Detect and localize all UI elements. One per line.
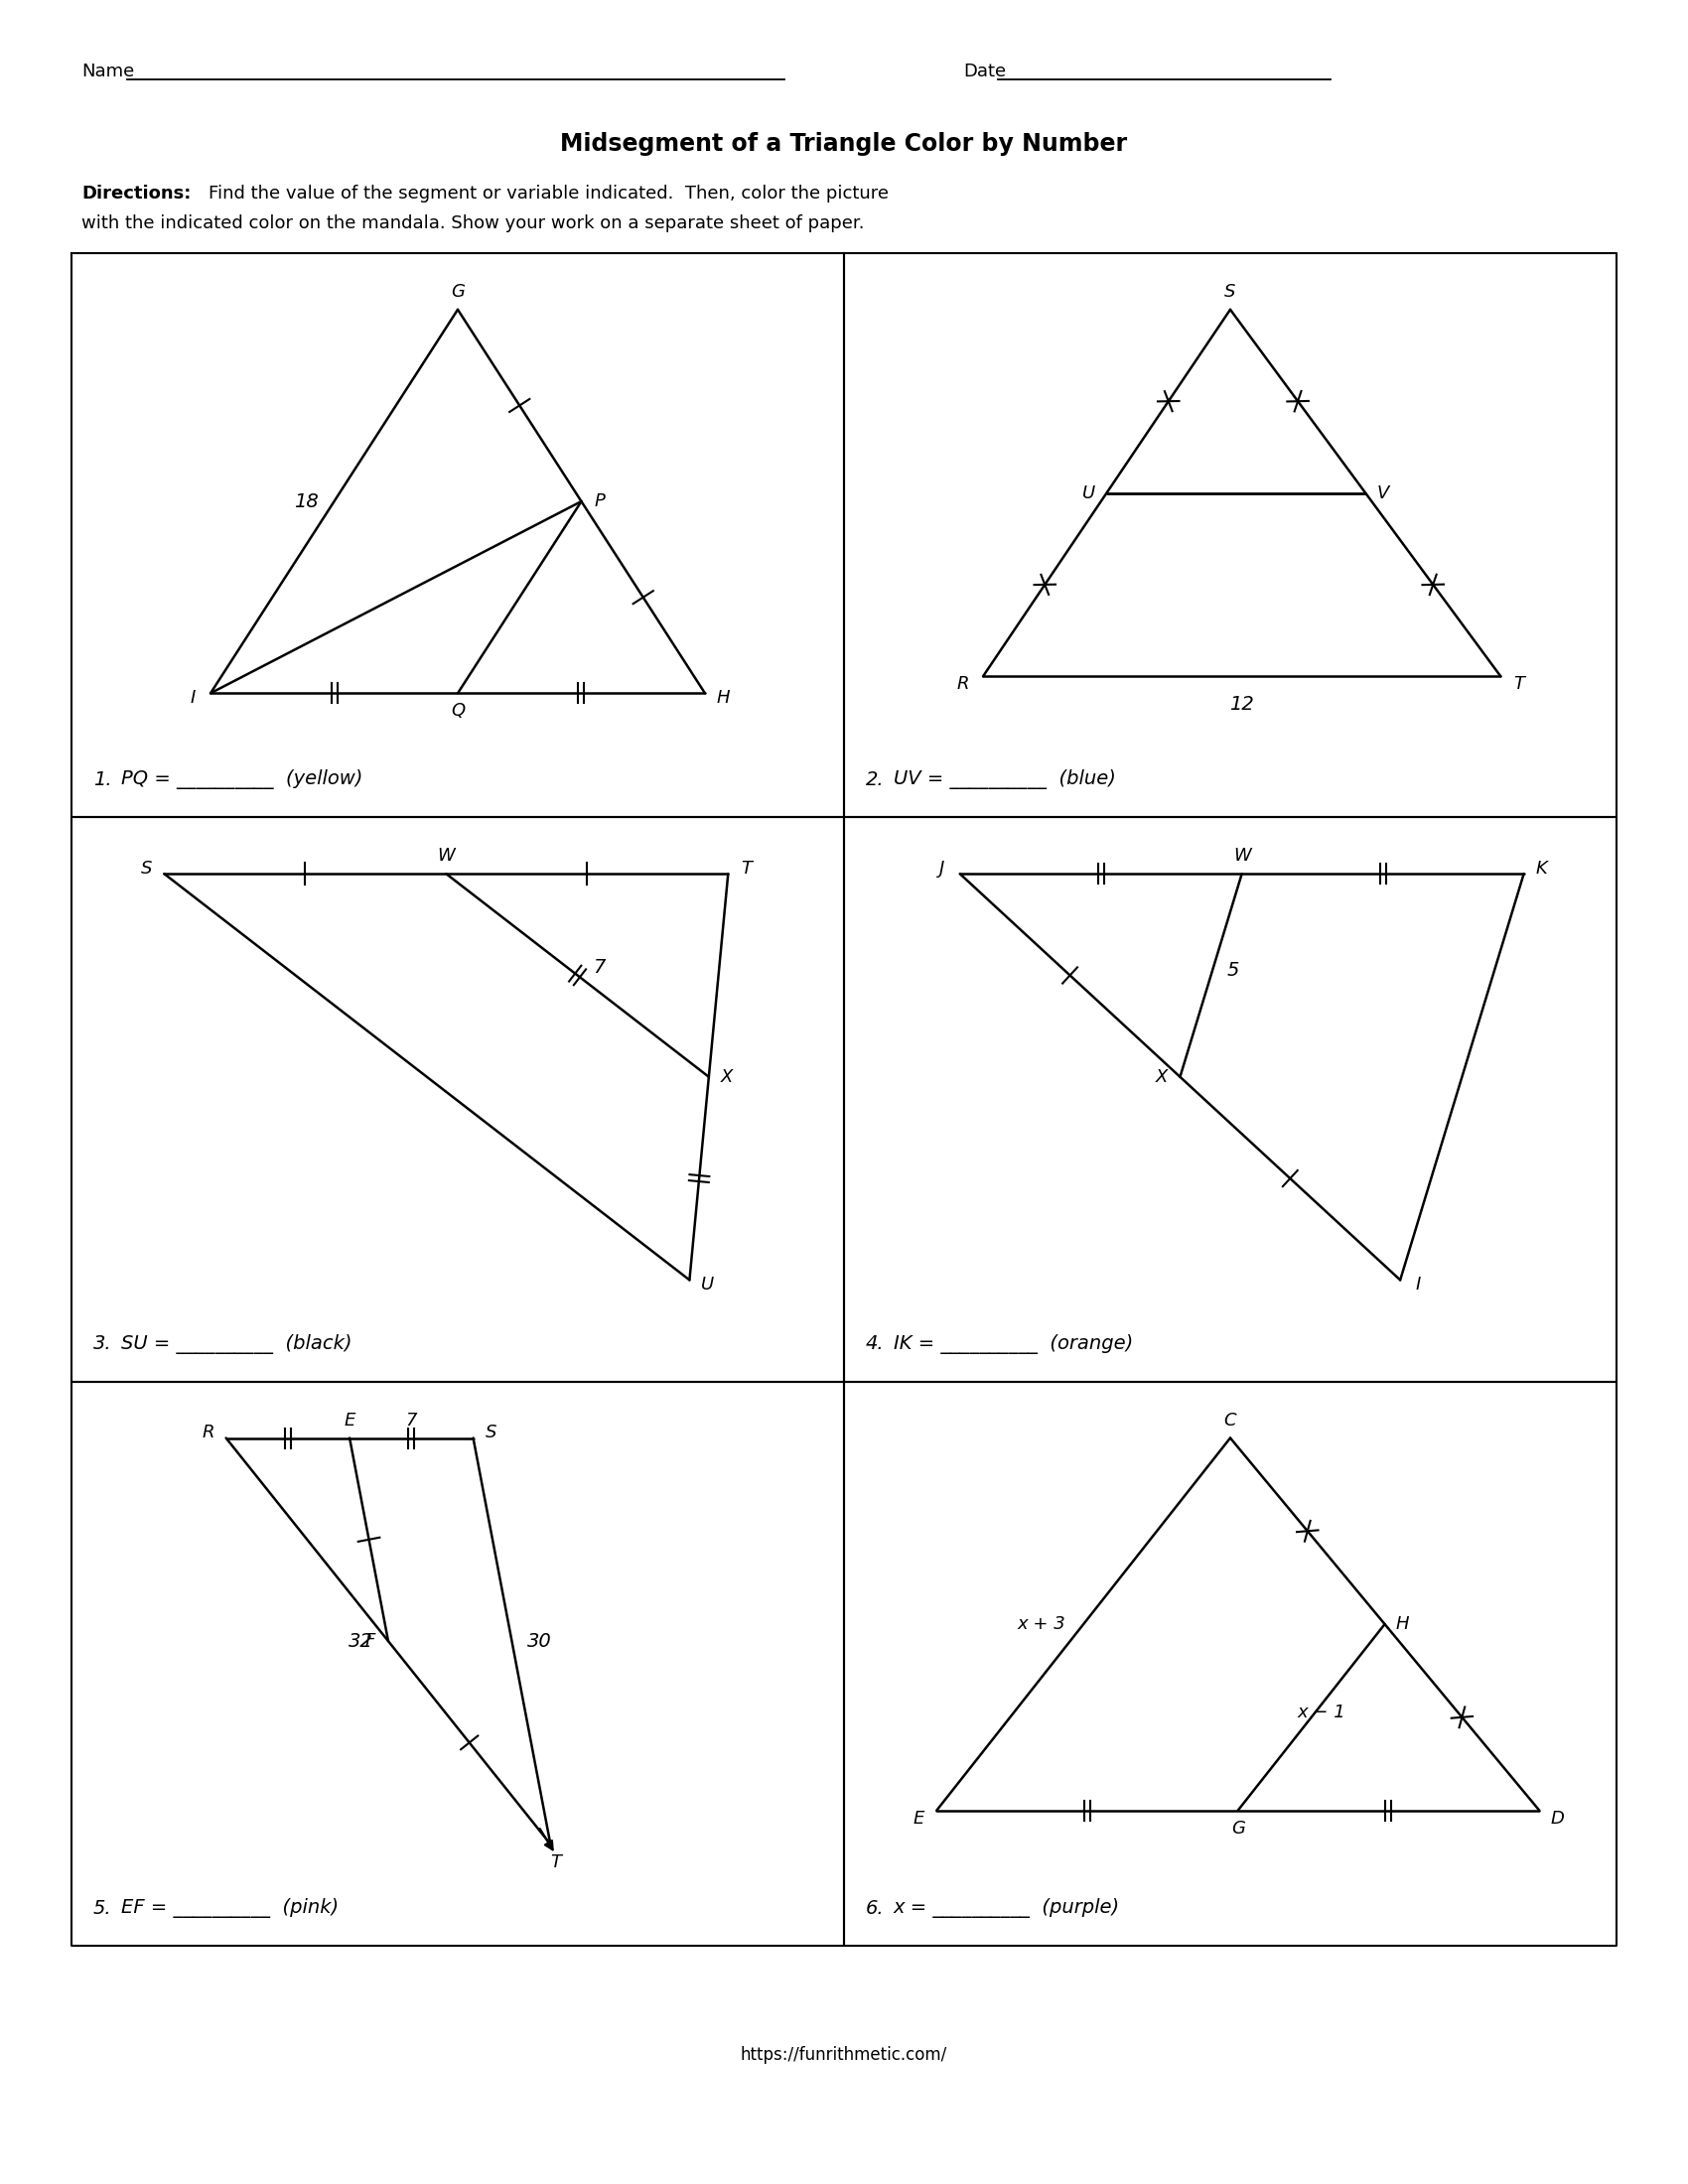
Text: 7: 7	[405, 1411, 417, 1428]
Text: 7: 7	[592, 959, 606, 976]
Text: 5.: 5.	[93, 1898, 111, 1918]
Text: S: S	[1224, 282, 1236, 301]
Text: W: W	[1232, 847, 1251, 865]
Text: 30: 30	[527, 1631, 552, 1651]
Text: G: G	[1231, 1819, 1246, 1837]
Text: x − 1: x − 1	[1296, 1704, 1345, 1721]
Text: with the indicated color on the mandala. Show your work on a separate sheet of p: with the indicated color on the mandala.…	[81, 214, 864, 232]
Text: Midsegment of a Triangle Color by Number: Midsegment of a Triangle Color by Number	[560, 131, 1128, 155]
Text: K: K	[1536, 860, 1548, 878]
Text: G: G	[451, 282, 464, 301]
Text: 1.: 1.	[93, 771, 111, 788]
Text: R: R	[203, 1424, 214, 1441]
Text: Date: Date	[964, 63, 1006, 81]
Text: PQ = __________  (yellow): PQ = __________ (yellow)	[122, 769, 363, 791]
Text: x + 3: x + 3	[1018, 1616, 1067, 1634]
Text: 5: 5	[1227, 961, 1239, 981]
Text: U: U	[701, 1275, 714, 1293]
Text: x = __________  (purple): x = __________ (purple)	[893, 1898, 1121, 1918]
Text: V: V	[1377, 485, 1389, 502]
Text: SU = __________  (black): SU = __________ (black)	[122, 1334, 353, 1354]
Text: T: T	[741, 860, 751, 878]
Text: 6.: 6.	[866, 1898, 885, 1918]
Text: 3.: 3.	[93, 1334, 111, 1354]
Text: Find the value of the segment or variable indicated.  Then, color the picture: Find the value of the segment or variabl…	[209, 186, 888, 203]
Text: https://funrithmetic.com/: https://funrithmetic.com/	[741, 2046, 947, 2064]
Text: H: H	[716, 690, 729, 708]
Text: 18: 18	[294, 491, 319, 511]
Text: H: H	[1396, 1616, 1409, 1634]
Text: T: T	[550, 1852, 560, 1872]
Text: C: C	[1224, 1411, 1237, 1428]
Text: 4.: 4.	[866, 1334, 885, 1354]
Text: I: I	[1416, 1275, 1421, 1293]
Text: EF = __________  (pink): EF = __________ (pink)	[122, 1898, 339, 1918]
Text: Q: Q	[451, 703, 464, 721]
Text: U: U	[1082, 485, 1096, 502]
Text: F: F	[365, 1631, 375, 1651]
Text: E: E	[913, 1808, 925, 1828]
Text: S: S	[486, 1424, 496, 1441]
Text: UV = __________  (blue): UV = __________ (blue)	[893, 769, 1116, 791]
Text: 2.: 2.	[866, 771, 885, 788]
Text: X: X	[721, 1068, 733, 1085]
Text: R: R	[957, 675, 969, 692]
Text: X: X	[1156, 1068, 1168, 1085]
Text: IK = __________  (orange): IK = __________ (orange)	[893, 1334, 1133, 1354]
Text: 32: 32	[348, 1631, 373, 1651]
Text: W: W	[437, 847, 456, 865]
Text: I: I	[191, 690, 196, 708]
Text: D: D	[1550, 1808, 1565, 1828]
Text: P: P	[594, 491, 604, 511]
Text: S: S	[140, 860, 152, 878]
Text: J: J	[940, 860, 945, 878]
Text: Name: Name	[81, 63, 135, 81]
Text: T: T	[1512, 675, 1524, 692]
Text: E: E	[344, 1411, 354, 1428]
Text: 12: 12	[1229, 695, 1254, 714]
Text: Directions:: Directions:	[81, 186, 191, 203]
